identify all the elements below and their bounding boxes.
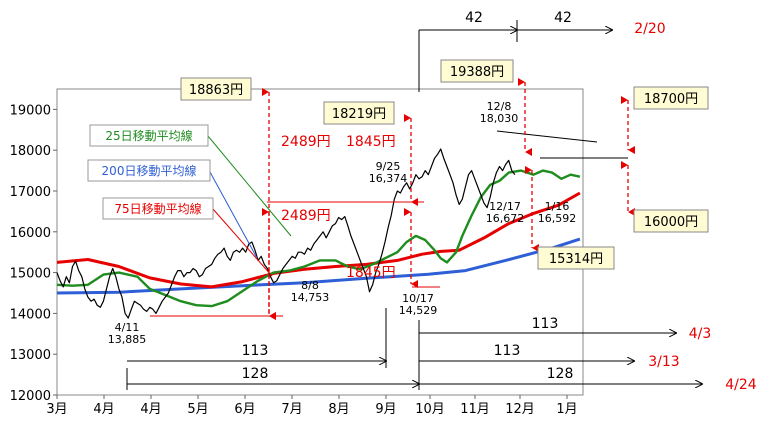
x-tick-label: 9月 bbox=[375, 402, 396, 417]
y-tick-label: 14000 bbox=[10, 307, 51, 322]
point-label-date: 12/8 bbox=[487, 100, 512, 113]
legend-box bbox=[87, 159, 211, 182]
point-label-value: 16,672 bbox=[486, 212, 525, 225]
point-label-date: 4/11 bbox=[115, 321, 140, 334]
span-count: 113 bbox=[242, 343, 269, 359]
x-tick-label: 6月 bbox=[234, 402, 255, 417]
span-count: 42 bbox=[554, 10, 572, 26]
legend-label: 75日移動平均線 bbox=[114, 201, 201, 216]
x-tick-label: 5月 bbox=[187, 402, 208, 417]
span-target-date: 4/3 bbox=[689, 326, 712, 342]
legend-box bbox=[89, 124, 209, 147]
point-label-date: 12/17 bbox=[489, 200, 521, 213]
legend-leader bbox=[209, 171, 258, 259]
x-tick-label: 10月 bbox=[415, 402, 445, 417]
y-tick-label: 19000 bbox=[10, 103, 51, 118]
x-axis: 3月 4月 4月 5月 6月 7月 8月 9月 10月 11月 12月 1月 bbox=[46, 395, 578, 417]
series-layer bbox=[56, 148, 581, 319]
point-label-value: 14,753 bbox=[291, 291, 330, 304]
price-box-text: 15314円 bbox=[549, 252, 603, 267]
y-tick-label: 13000 bbox=[10, 348, 51, 363]
price-box-text: 19388円 bbox=[450, 65, 504, 80]
y-tick-label: 12000 bbox=[10, 389, 51, 404]
resistance-line bbox=[496, 130, 598, 143]
span-count: 113 bbox=[532, 316, 559, 332]
plot-area bbox=[56, 88, 584, 396]
annotations-layer: 42 42 2/20 113 4/3 113 3/13 113 128 128 4/24 18863円… bbox=[87, 10, 757, 393]
span-target-date: 2/20 bbox=[634, 21, 665, 37]
point-label-value: 16,374 bbox=[369, 172, 408, 185]
point-label-value: 18,030 bbox=[480, 112, 519, 125]
legend-leader bbox=[212, 208, 273, 277]
span-count: 128 bbox=[547, 366, 574, 382]
x-tick-label: 4月 bbox=[140, 402, 161, 417]
price-box bbox=[633, 86, 709, 110]
point-label-date: 1/16 bbox=[545, 200, 570, 213]
range-amount-text: 1845円 bbox=[346, 134, 396, 150]
x-tick-label: 4月 bbox=[93, 402, 114, 417]
point-label-date: 8/8 bbox=[301, 279, 319, 292]
x-tick-label: 8月 bbox=[328, 402, 349, 417]
point-label-value: 13,885 bbox=[108, 333, 147, 346]
legend-leader bbox=[207, 135, 292, 237]
series-line-0 bbox=[56, 169, 581, 308]
x-tick-label: 3月 bbox=[46, 402, 67, 417]
span-count: 42 bbox=[465, 10, 483, 26]
x-tick-label: 11月 bbox=[460, 402, 490, 417]
price-line bbox=[56, 148, 516, 319]
range-amount-text: 2489円 bbox=[281, 208, 331, 224]
legend-box bbox=[102, 197, 214, 220]
span-count: 113 bbox=[494, 343, 521, 359]
price-box bbox=[180, 77, 252, 101]
price-box-text: 16000円 bbox=[644, 215, 698, 230]
point-label-value: 14,529 bbox=[399, 304, 438, 317]
x-tick-label: 12月 bbox=[505, 402, 535, 417]
legend-label: 200日移動平均線 bbox=[102, 163, 197, 178]
chart-frame bbox=[56, 88, 584, 396]
series-line-1 bbox=[56, 191, 581, 289]
y-tick-label: 15000 bbox=[10, 267, 51, 282]
span-target-date: 3/13 bbox=[648, 354, 679, 370]
y-axis: 12000 13000 14000 15000 16000 17000 18000 19000 bbox=[10, 103, 57, 404]
price-box-text: 18863円 bbox=[189, 83, 243, 98]
x-tick-label: 1月 bbox=[556, 402, 577, 417]
price-box-text: 18219円 bbox=[332, 107, 386, 122]
price-box bbox=[323, 101, 395, 125]
point-label-date: 10/17 bbox=[402, 292, 434, 305]
point-label-date: 9/25 bbox=[376, 160, 401, 173]
legend-label: 25日移動平均線 bbox=[105, 128, 192, 143]
y-tick-label: 18000 bbox=[10, 144, 51, 159]
span-count: 128 bbox=[242, 366, 269, 382]
x-tick-label: 7月 bbox=[281, 402, 302, 417]
range-amount-text: 1845円 bbox=[346, 265, 396, 281]
point-label-value: 16,592 bbox=[538, 212, 577, 225]
price-box bbox=[537, 246, 615, 270]
price-box bbox=[633, 209, 709, 233]
range-amount-text: 2489円 bbox=[281, 134, 331, 150]
y-tick-label: 17000 bbox=[10, 185, 51, 200]
price-box bbox=[440, 59, 514, 83]
y-tick-label: 16000 bbox=[10, 226, 51, 241]
span-target-date: 4/24 bbox=[725, 377, 757, 393]
price-box-text: 18700円 bbox=[644, 92, 698, 107]
